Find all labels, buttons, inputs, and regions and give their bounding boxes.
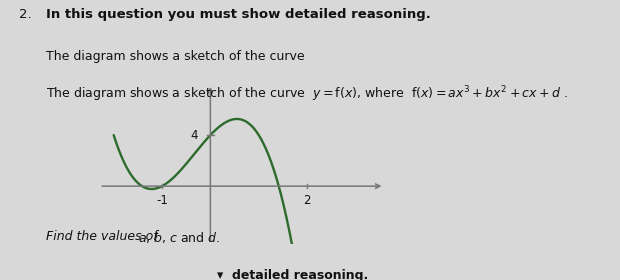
Text: The diagram shows a sketch of the curve  $y=\mathrm{f}(x)$, where  $\mathrm{f}(x: The diagram shows a sketch of the curve … [46, 84, 569, 104]
Text: 2.: 2. [19, 8, 31, 21]
Text: Find the values of: Find the values of [46, 230, 162, 242]
Text: ▾  detailed reasoning.: ▾ detailed reasoning. [217, 269, 368, 280]
Text: $a$, $b$, $c$ and $d$.: $a$, $b$, $c$ and $d$. [138, 230, 221, 245]
Text: 4: 4 [191, 129, 198, 142]
Text: 2: 2 [303, 194, 311, 207]
Text: The diagram shows a sketch of the curve: The diagram shows a sketch of the curve [46, 50, 313, 63]
Text: In this question you must show detailed reasoning.: In this question you must show detailed … [46, 8, 432, 21]
Text: -1: -1 [156, 194, 168, 207]
